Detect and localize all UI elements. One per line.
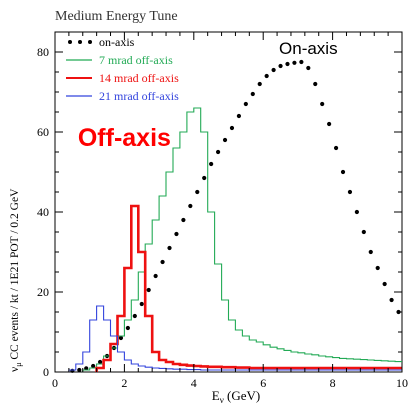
y-tick-label: 80: [37, 45, 49, 59]
data-point: [347, 189, 353, 195]
data-point: [222, 137, 228, 143]
data-point: [139, 301, 144, 307]
data-point: [382, 281, 387, 287]
y-tick-label: 0: [43, 365, 49, 379]
legend: on-axis 7 mrad off-axis 14 mrad off-axis 21…: [66, 35, 179, 103]
data-point: [327, 121, 332, 127]
legend-label: 7 mrad off-axis: [99, 53, 173, 67]
data-point: [195, 189, 200, 195]
data-point: [340, 169, 346, 175]
series-layer: [68, 59, 402, 373]
data-point: [236, 113, 242, 119]
data-point: [313, 81, 318, 87]
data-point: [299, 59, 304, 65]
data-point: [160, 259, 165, 265]
data-point: [167, 245, 172, 251]
data-point: [354, 209, 359, 215]
data-point: [229, 125, 235, 131]
data-point: [181, 217, 186, 223]
data-point: [209, 161, 214, 167]
data-point: [243, 101, 248, 107]
x-tick-label: 2: [121, 376, 127, 390]
data-point: [361, 229, 366, 235]
data-point: [285, 61, 290, 67]
legend-label: on-axis: [99, 35, 135, 49]
y-tick-label: 60: [37, 125, 49, 139]
legend-marker: [78, 40, 82, 44]
data-point: [202, 175, 207, 181]
data-point: [118, 335, 124, 341]
data-point: [320, 101, 325, 107]
data-point: [132, 313, 137, 319]
x-tick-label: 0: [52, 376, 58, 390]
data-point: [257, 81, 262, 87]
data-point: [292, 60, 297, 65]
series-14-mrad-off-axis: [95, 204, 402, 372]
data-point: [70, 368, 75, 373]
data-point: [125, 325, 130, 331]
y-tick-label: 40: [37, 205, 49, 219]
data-point: [306, 65, 311, 71]
y-axis-label: νμ CC events / kt / 1E21 POT / 0.2 GeV: [9, 188, 23, 372]
data-point: [368, 249, 373, 255]
x-tick-label: 10: [396, 376, 408, 390]
x-tick-label: 6: [260, 376, 266, 390]
legend-marker: [68, 40, 72, 44]
legend-marker: [88, 40, 92, 44]
series-21-mrad-off-axis: [68, 305, 402, 372]
data-point: [174, 231, 179, 237]
data-point: [278, 63, 283, 69]
data-point: [146, 287, 151, 293]
data-point: [91, 363, 96, 369]
plot-area: [54, 31, 403, 373]
data-point: [215, 149, 221, 155]
legend-label: 14 mrad off-axis: [99, 71, 179, 85]
data-point: [153, 273, 158, 279]
data-point: [271, 67, 276, 73]
x-axis-label: Eν (GeV): [212, 388, 261, 405]
data-point: [77, 367, 82, 373]
chart-title: Medium Energy Tune: [55, 9, 178, 24]
data-point: [98, 359, 103, 365]
data-point: [188, 203, 193, 209]
y-tick-label: 20: [37, 285, 49, 299]
data-point: [389, 297, 394, 303]
x-tick-label: 8: [330, 376, 336, 390]
series-7-mrad-off-axis: [82, 107, 402, 372]
legend-label: 21 mrad off-axis: [99, 89, 179, 103]
on-axis-annotation: On-axis: [279, 39, 338, 58]
plot-frame: [54, 31, 403, 373]
data-point: [333, 145, 339, 151]
x-tick-label: 4: [191, 376, 197, 390]
off-axis-annotation: Off-axis: [78, 124, 171, 152]
data-point: [250, 91, 255, 97]
data-point: [375, 265, 380, 271]
annotations: Off-axis On-axis: [78, 39, 338, 152]
data-point: [264, 73, 269, 79]
axes-layer: 0 2 4 6 8 10 0 20 40 60 80: [37, 31, 408, 390]
